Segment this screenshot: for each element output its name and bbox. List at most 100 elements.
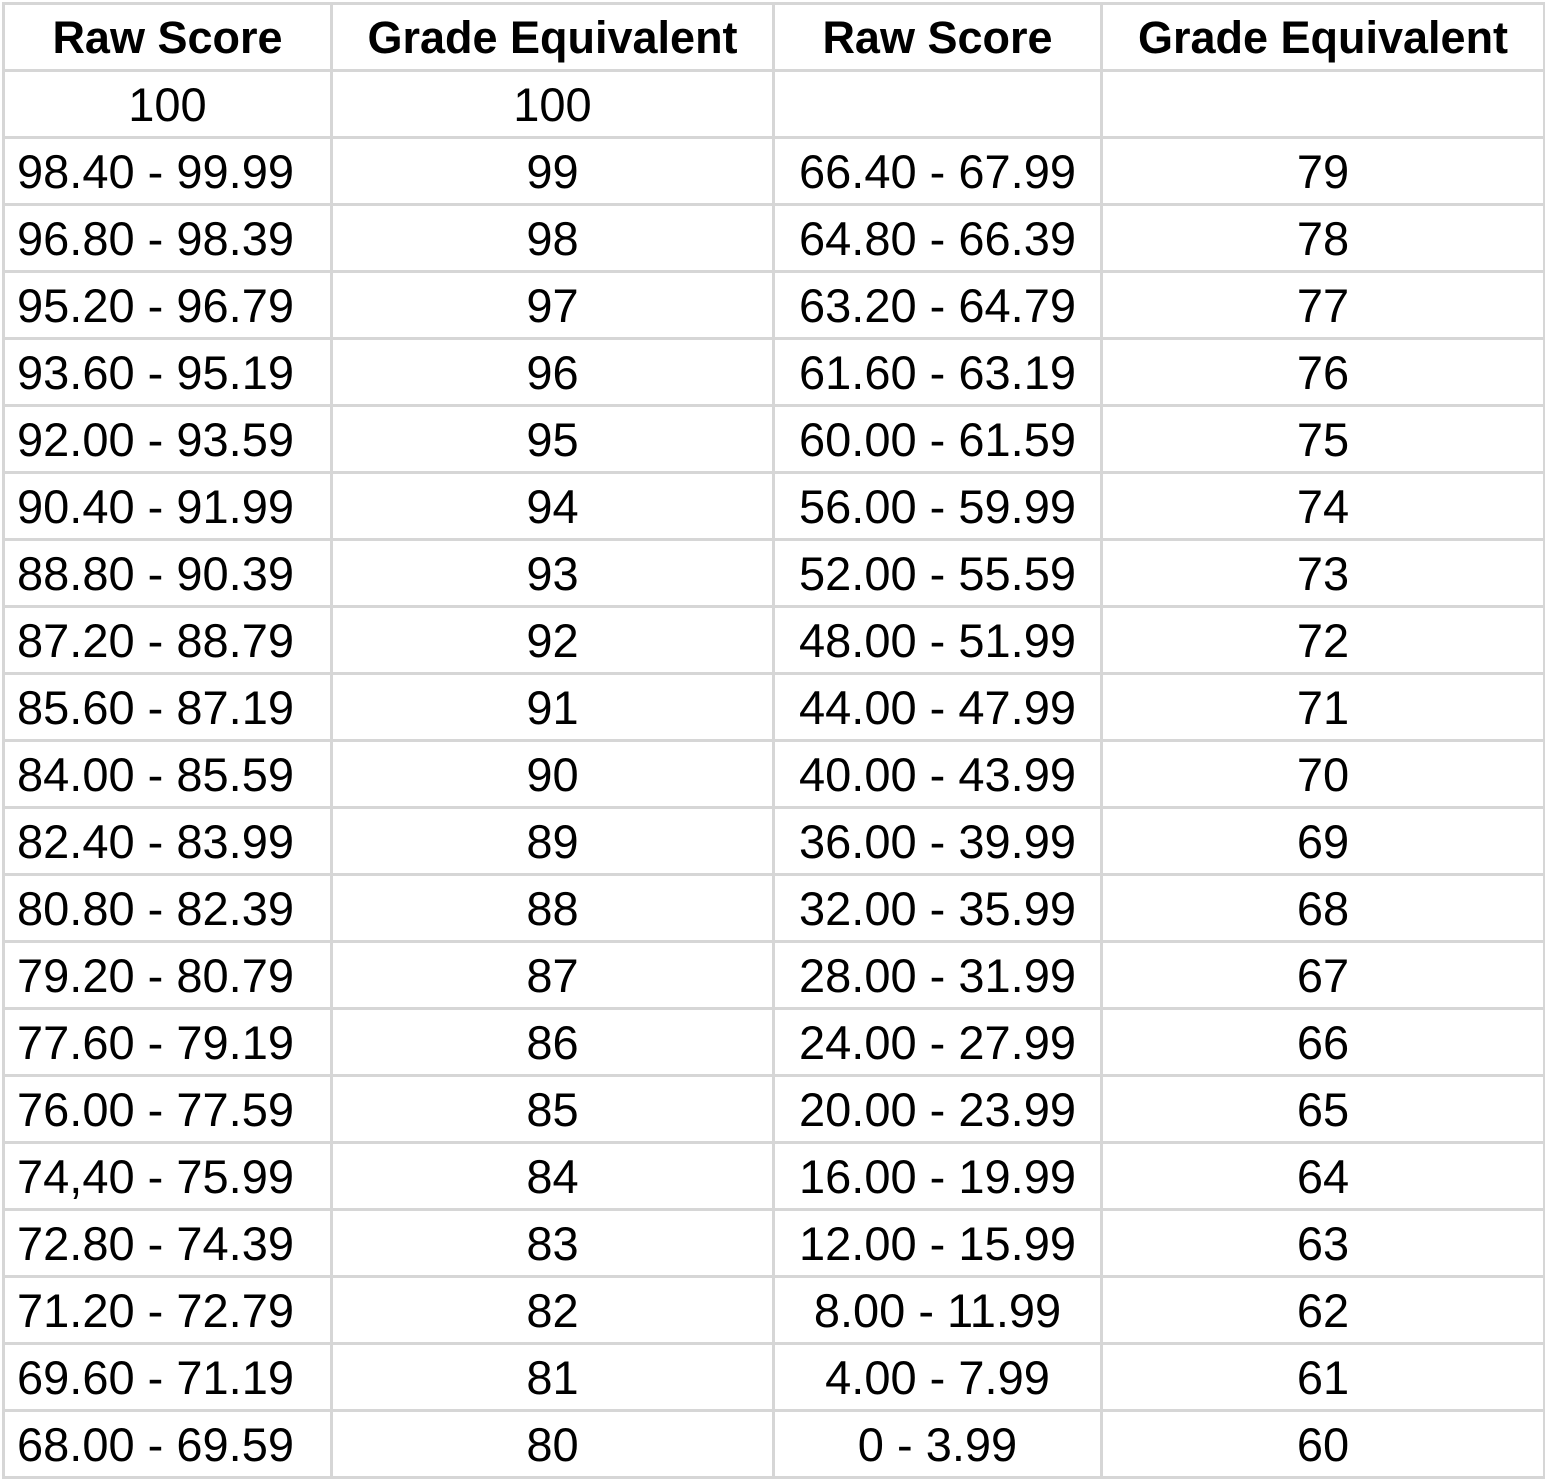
table-row: 68.00 - 69.59 80 0 - 3.99 60 xyxy=(2,1409,1545,1479)
grade-equivalent-right-cell: 71 xyxy=(1100,672,1545,742)
raw-score-right-cell: 28.00 - 31.99 xyxy=(772,940,1103,1010)
raw-score-right-cell: 60.00 - 61.59 xyxy=(772,404,1103,474)
table-row: 95.20 - 96.79 97 63.20 - 64.79 77 xyxy=(2,270,1545,340)
raw-score-right-cell: 0 - 3.99 xyxy=(772,1409,1103,1479)
grade-equivalent-right-cell: 60 xyxy=(1100,1409,1545,1479)
grade-equivalent-left-cell: 96 xyxy=(330,337,775,407)
grade-equivalent-left-cell: 92 xyxy=(330,605,775,675)
header-grade-equivalent-left: Grade Equivalent xyxy=(330,2,775,72)
grade-equivalent-left-cell: 100 xyxy=(330,69,775,139)
raw-score-left-cell: 69.60 - 71.19 xyxy=(2,1342,333,1412)
raw-score-left-cell: 92.00 - 93.59 xyxy=(2,404,333,474)
grade-equivalent-left-cell: 89 xyxy=(330,806,775,876)
grade-equivalent-left-cell: 83 xyxy=(330,1208,775,1278)
header-raw-score-right: Raw Score xyxy=(772,2,1103,72)
grade-equivalent-left-cell: 97 xyxy=(330,270,775,340)
raw-score-right-cell: 32.00 - 35.99 xyxy=(772,873,1103,943)
grade-equivalent-right-cell: 70 xyxy=(1100,739,1545,809)
table-row: 96.80 - 98.39 98 64.80 - 66.39 78 xyxy=(2,203,1545,273)
grade-equivalent-left-cell: 90 xyxy=(330,739,775,809)
header-row: Raw Score Grade Equivalent Raw Score Gra… xyxy=(2,2,1545,72)
raw-score-right-cell: 44.00 - 47.99 xyxy=(772,672,1103,742)
grade-equivalent-left-cell: 93 xyxy=(330,538,775,608)
raw-score-right-cell: 20.00 - 23.99 xyxy=(772,1074,1103,1144)
raw-score-right-cell: 61.60 - 63.19 xyxy=(772,337,1103,407)
table-row: 100 100 xyxy=(2,69,1545,139)
grade-equivalent-right-cell: 78 xyxy=(1100,203,1545,273)
table-row: 71.20 - 72.79 82 8.00 - 11.99 62 xyxy=(2,1275,1545,1345)
raw-score-right-cell: 12.00 - 15.99 xyxy=(772,1208,1103,1278)
grade-equivalent-right-cell: 61 xyxy=(1100,1342,1545,1412)
grade-equivalent-right-cell xyxy=(1100,69,1545,139)
raw-score-right-cell: 64.80 - 66.39 xyxy=(772,203,1103,273)
grade-equivalent-left-cell: 80 xyxy=(330,1409,775,1479)
raw-score-right-cell: 63.20 - 64.79 xyxy=(772,270,1103,340)
raw-score-right-cell: 16.00 - 19.99 xyxy=(772,1141,1103,1211)
raw-score-right-cell: 40.00 - 43.99 xyxy=(772,739,1103,809)
grade-equivalent-right-cell: 63 xyxy=(1100,1208,1545,1278)
table-row: 76.00 - 77.59 85 20.00 - 23.99 65 xyxy=(2,1074,1545,1144)
grade-equivalent-right-cell: 73 xyxy=(1100,538,1545,608)
raw-score-left-cell: 95.20 - 96.79 xyxy=(2,270,333,340)
raw-score-left-cell: 98.40 - 99.99 xyxy=(2,136,333,206)
grade-equivalent-left-cell: 95 xyxy=(330,404,775,474)
table-row: 88.80 - 90.39 93 52.00 - 55.59 73 xyxy=(2,538,1545,608)
grade-equivalent-left-cell: 94 xyxy=(330,471,775,541)
table-row: 93.60 - 95.19 96 61.60 - 63.19 76 xyxy=(2,337,1545,407)
raw-score-left-cell: 71.20 - 72.79 xyxy=(2,1275,333,1345)
grade-equivalent-right-cell: 64 xyxy=(1100,1141,1545,1211)
raw-score-right-cell: 66.40 - 67.99 xyxy=(772,136,1103,206)
table-row: 84.00 - 85.59 90 40.00 - 43.99 70 xyxy=(2,739,1545,809)
raw-score-left-cell: 79.20 - 80.79 xyxy=(2,940,333,1010)
raw-score-left-cell: 90.40 - 91.99 xyxy=(2,471,333,541)
raw-score-right-cell xyxy=(772,69,1103,139)
grade-equivalent-left-cell: 88 xyxy=(330,873,775,943)
table-row: 98.40 - 99.99 99 66.40 - 67.99 79 xyxy=(2,136,1545,206)
raw-score-left-cell: 76.00 - 77.59 xyxy=(2,1074,333,1144)
table-row: 77.60 - 79.19 86 24.00 - 27.99 66 xyxy=(2,1007,1545,1077)
table-row: 79.20 - 80.79 87 28.00 - 31.99 67 xyxy=(2,940,1545,1010)
grade-equivalent-left-cell: 91 xyxy=(330,672,775,742)
grade-equivalent-right-cell: 79 xyxy=(1100,136,1545,206)
grade-equivalent-right-cell: 62 xyxy=(1100,1275,1545,1345)
grade-equivalent-right-cell: 77 xyxy=(1100,270,1545,340)
table-row: 90.40 - 91.99 94 56.00 - 59.99 74 xyxy=(2,471,1545,541)
raw-score-left-cell: 72.80 - 74.39 xyxy=(2,1208,333,1278)
raw-score-right-cell: 52.00 - 55.59 xyxy=(772,538,1103,608)
table-row: 72.80 - 74.39 83 12.00 - 15.99 63 xyxy=(2,1208,1545,1278)
grade-equivalent-left-cell: 98 xyxy=(330,203,775,273)
raw-score-left-cell: 80.80 - 82.39 xyxy=(2,873,333,943)
raw-score-left-cell: 93.60 - 95.19 xyxy=(2,337,333,407)
raw-score-left-cell: 77.60 - 79.19 xyxy=(2,1007,333,1077)
raw-score-left-cell: 87.20 - 88.79 xyxy=(2,605,333,675)
table-row: 69.60 - 71.19 81 4.00 - 7.99 61 xyxy=(2,1342,1545,1412)
raw-score-right-cell: 8.00 - 11.99 xyxy=(772,1275,1103,1345)
raw-score-right-cell: 24.00 - 27.99 xyxy=(772,1007,1103,1077)
grade-equivalent-left-cell: 87 xyxy=(330,940,775,1010)
header-grade-equivalent-right: Grade Equivalent xyxy=(1100,2,1545,72)
grade-equivalent-right-cell: 65 xyxy=(1100,1074,1545,1144)
grade-equivalent-right-cell: 67 xyxy=(1100,940,1545,1010)
raw-score-right-cell: 4.00 - 7.99 xyxy=(772,1342,1103,1412)
grade-equivalent-left-cell: 81 xyxy=(330,1342,775,1412)
grade-equivalent-right-cell: 74 xyxy=(1100,471,1545,541)
grade-equivalent-right-cell: 76 xyxy=(1100,337,1545,407)
raw-score-right-cell: 36.00 - 39.99 xyxy=(772,806,1103,876)
grade-equivalent-left-cell: 99 xyxy=(330,136,775,206)
header-raw-score-left: Raw Score xyxy=(2,2,333,72)
grade-equivalent-left-cell: 85 xyxy=(330,1074,775,1144)
raw-score-left-cell: 100 xyxy=(2,69,333,139)
raw-score-left-cell: 85.60 - 87.19 xyxy=(2,672,333,742)
grade-equivalent-left-cell: 84 xyxy=(330,1141,775,1211)
raw-score-left-cell: 68.00 - 69.59 xyxy=(2,1409,333,1479)
raw-score-left-cell: 82.40 - 83.99 xyxy=(2,806,333,876)
table-row: 92.00 - 93.59 95 60.00 - 61.59 75 xyxy=(2,404,1545,474)
grade-equivalent-left-cell: 82 xyxy=(330,1275,775,1345)
table-row: 82.40 - 83.99 89 36.00 - 39.99 69 xyxy=(2,806,1545,876)
table-row: 80.80 - 82.39 88 32.00 - 35.99 68 xyxy=(2,873,1545,943)
grade-equivalent-left-cell: 86 xyxy=(330,1007,775,1077)
raw-score-right-cell: 56.00 - 59.99 xyxy=(772,471,1103,541)
raw-score-left-cell: 84.00 - 85.59 xyxy=(2,739,333,809)
table-row: 87.20 - 88.79 92 48.00 - 51.99 72 xyxy=(2,605,1545,675)
raw-score-left-cell: 74,40 - 75.99 xyxy=(2,1141,333,1211)
